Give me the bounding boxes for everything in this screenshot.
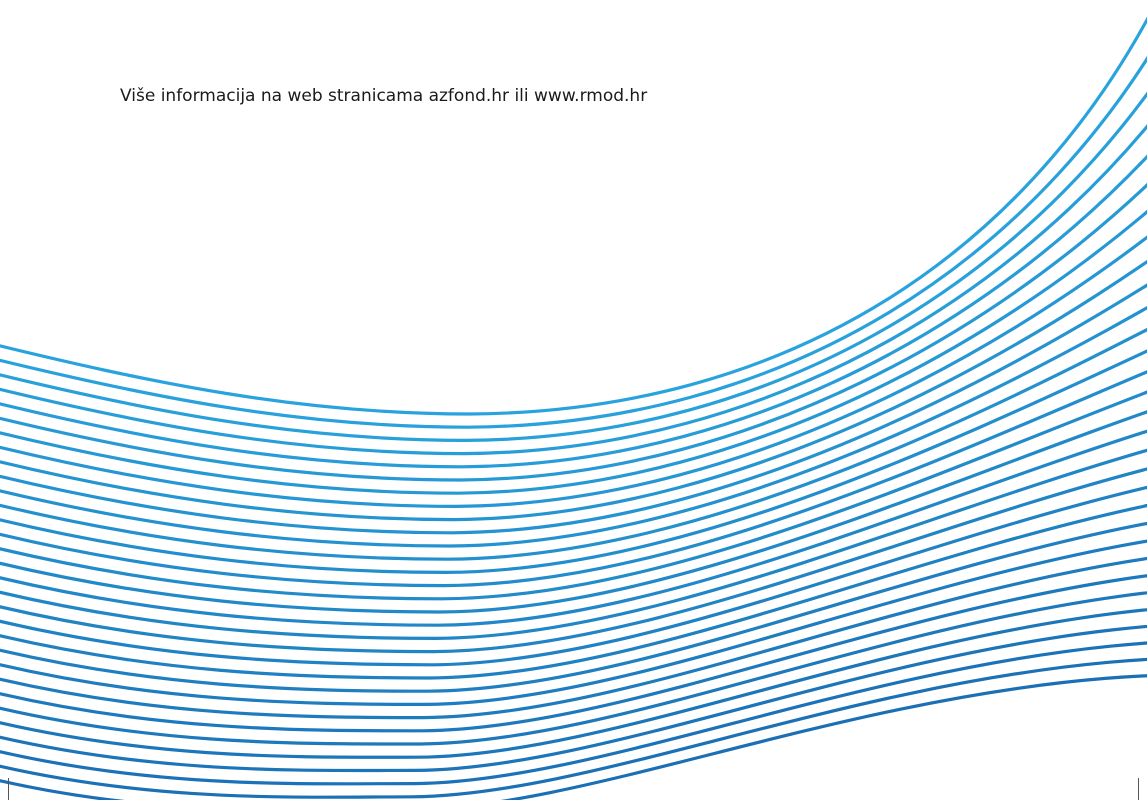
wave-stripe xyxy=(0,429,1147,627)
website-info-text: Više informacija na web stranicama azfon… xyxy=(120,86,648,106)
wave-stripe xyxy=(0,55,1147,429)
crop-mark-left xyxy=(8,778,9,800)
wave-stripe xyxy=(0,591,1147,746)
wave-stripe xyxy=(0,349,1147,575)
wave-stripe xyxy=(0,154,1147,469)
wave-stripe xyxy=(0,641,1147,786)
wave-stripe xyxy=(0,539,1147,707)
wave-stripe xyxy=(0,657,1147,799)
wave-stripe xyxy=(0,182,1147,482)
wave-stripe xyxy=(0,674,1147,800)
wave-stripe xyxy=(0,327,1147,561)
wave-stripe xyxy=(0,503,1147,680)
wave-stripe xyxy=(0,91,1147,443)
wave-stripe xyxy=(0,574,1147,733)
wave-stripe xyxy=(0,16,1147,416)
wave-stripe xyxy=(0,557,1147,720)
wave-stripe xyxy=(0,209,1147,495)
wave-stripe xyxy=(0,608,1147,759)
wave-stripe xyxy=(0,283,1147,535)
wave-stripe xyxy=(0,123,1147,456)
wave-stripe xyxy=(0,370,1147,588)
wave-stripe xyxy=(0,390,1147,601)
wave-stripe xyxy=(0,259,1147,522)
wave-stripe xyxy=(0,624,1147,773)
crop-mark-right xyxy=(1138,778,1139,800)
wave-stripe xyxy=(0,235,1147,509)
wave-stripe xyxy=(0,448,1147,641)
wave-stripe xyxy=(0,305,1147,548)
wave-stripe xyxy=(0,521,1147,693)
wave-stripe xyxy=(0,485,1147,667)
wave-stripe xyxy=(0,467,1147,654)
wave-stripe xyxy=(0,410,1147,614)
